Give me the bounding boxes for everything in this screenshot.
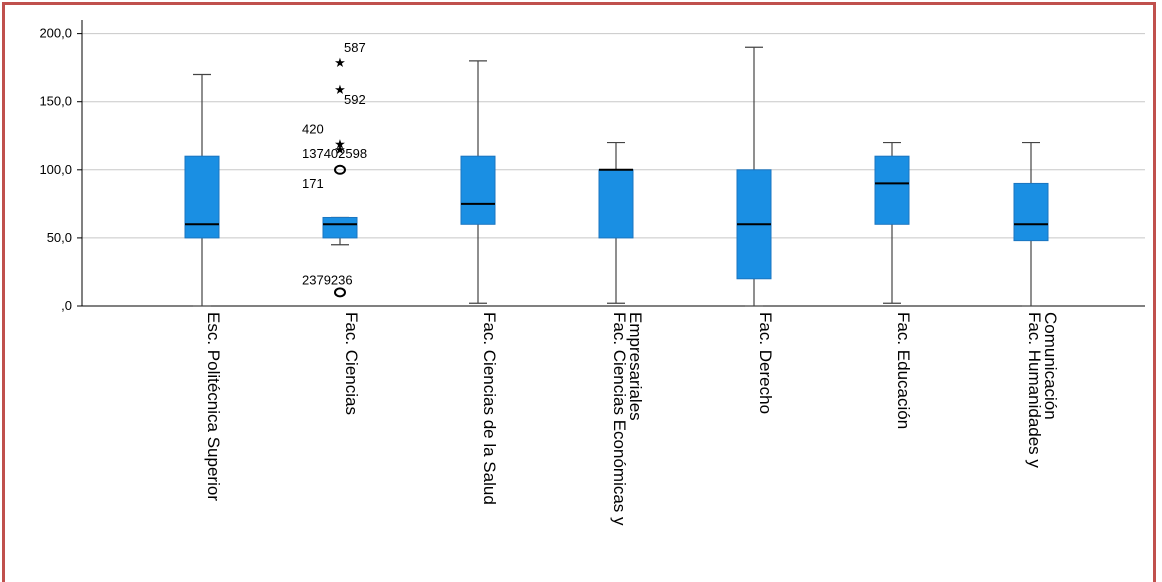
box-group (874, 141, 910, 304)
box-series (184, 46, 1049, 307)
iqr-box (874, 155, 910, 225)
iqr-box (1013, 182, 1049, 242)
box-group (736, 46, 772, 307)
y-tick-labels: ,0 50,0 100,0 150,0 200,0 (39, 26, 82, 313)
outlier-star: ★ (334, 55, 346, 70)
category-label: Fac. Humanidades y (1025, 312, 1044, 468)
box-group (184, 73, 220, 307)
category-label: Fac. Educación (894, 312, 913, 429)
y-tick-label: ,0 (61, 298, 72, 313)
iqr-box (598, 169, 634, 239)
outlier-label: 592 (344, 92, 366, 107)
outlier-circle (334, 287, 346, 298)
y-tick-label: 150,0 (39, 94, 72, 109)
category-label: Empresariales (626, 312, 645, 421)
category-label: Fac. Ciencias de la Salud (480, 312, 499, 505)
category-label: Fac. Derecho (756, 312, 775, 414)
y-tick-label: 50,0 (47, 230, 72, 245)
outlier-star: ★ (334, 137, 346, 152)
iqr-box (460, 155, 496, 225)
box-group (322, 216, 358, 246)
category-label: Fac. Ciencias Económicas y (610, 312, 629, 526)
category-label: Fac. Ciencias (342, 312, 361, 415)
outlier-label: 587 (344, 40, 366, 55)
iqr-box (322, 216, 358, 239)
outlier-circle (334, 164, 346, 175)
outlier-star: ★ (334, 82, 346, 97)
box-group (598, 141, 634, 304)
outlier-label: 420 (302, 122, 324, 137)
y-tick-label: 100,0 (39, 162, 72, 177)
category-label: Comunicación (1041, 312, 1060, 420)
box-group (1013, 141, 1049, 307)
box-group (460, 60, 496, 304)
iqr-box (184, 155, 220, 239)
category-label: Esc. Politécnica Superior (204, 312, 223, 501)
outlier-label: 2379236 (302, 272, 353, 287)
outlier-star: ★ (334, 142, 346, 157)
outlier-label: 171 (302, 176, 324, 191)
outlier-label: 137402598 (302, 146, 367, 161)
category-labels: Esc. Politécnica Superior Fac. Ciencias Fa… (204, 312, 1060, 526)
y-tick-label: 200,0 (39, 26, 72, 41)
